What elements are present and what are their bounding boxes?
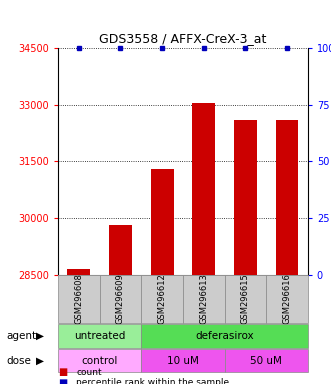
Text: GSM296616: GSM296616: [282, 273, 292, 324]
Bar: [58, 349, 141, 372]
Bar: [141, 275, 183, 323]
Text: 10 uM: 10 uM: [167, 356, 199, 366]
Bar: [183, 275, 224, 323]
Bar: [266, 275, 308, 323]
Text: untreated: untreated: [74, 331, 125, 341]
Text: control: control: [81, 356, 118, 366]
Text: ▶: ▶: [36, 356, 44, 366]
Bar: [234, 120, 257, 275]
Bar: [151, 169, 173, 275]
Bar: [58, 324, 141, 348]
Bar: [275, 120, 299, 275]
Bar: [141, 349, 224, 372]
Text: dose: dose: [7, 356, 31, 366]
Text: GSM296615: GSM296615: [241, 273, 250, 324]
Text: agent: agent: [7, 331, 37, 341]
Text: GSM296609: GSM296609: [116, 273, 125, 324]
Bar: [192, 103, 215, 275]
Text: GSM296613: GSM296613: [199, 273, 208, 324]
Text: 50 uM: 50 uM: [250, 356, 282, 366]
Bar: [224, 275, 266, 323]
Text: ▶: ▶: [36, 331, 44, 341]
Bar: [100, 275, 141, 323]
Bar: [141, 324, 308, 348]
Bar: [224, 349, 308, 372]
Title: GDS3558 / AFFX-CreX-3_at: GDS3558 / AFFX-CreX-3_at: [99, 32, 266, 45]
Text: ■: ■: [58, 367, 67, 377]
Bar: [67, 268, 90, 275]
Text: ■: ■: [58, 378, 67, 384]
Text: count: count: [76, 368, 102, 377]
Text: GSM296612: GSM296612: [158, 273, 166, 324]
Text: GSM296608: GSM296608: [74, 273, 83, 324]
Text: percentile rank within the sample: percentile rank within the sample: [76, 378, 229, 384]
Bar: [58, 275, 100, 323]
Text: deferasirox: deferasirox: [195, 331, 254, 341]
Bar: [109, 225, 132, 275]
